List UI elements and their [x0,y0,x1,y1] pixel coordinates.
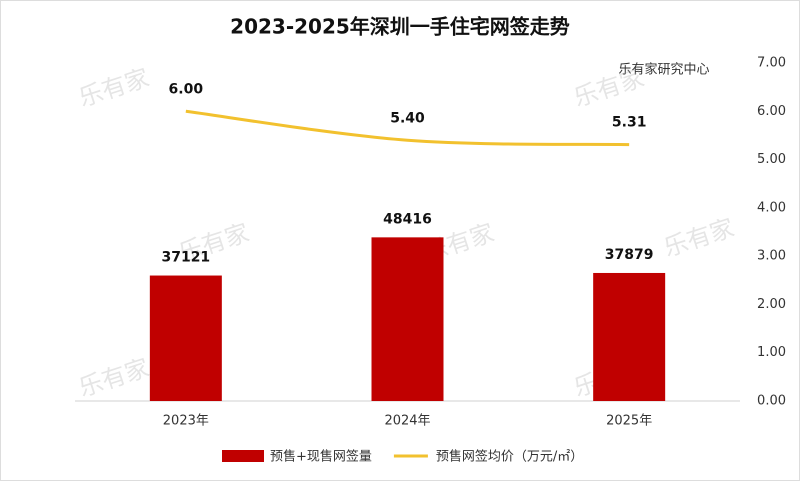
y2-tick-label: 5.00 [757,152,786,167]
source: 乐有家研究中心 [618,62,709,78]
bar-label: 48416 [383,211,432,227]
y2-tick-label: 2.00 [757,297,786,312]
bar-label: 37879 [605,247,654,263]
legend-label: 预售+现售网签量 [270,449,372,465]
line [185,109,630,147]
y2-tick-label: 6.00 [757,104,786,119]
y2-tick-label: 4.00 [757,200,786,215]
line-label: 5.40 [390,110,425,126]
bar [593,272,666,401]
x-tick-label: 2023年 [163,414,209,429]
legend-label: 预售网签均价（万元/㎡） [436,449,583,465]
x-tick-label: 2024年 [384,414,430,429]
y2-tick-label: 7.00 [757,56,786,71]
line-label: 5.31 [612,115,647,131]
bar [371,237,444,401]
y2-tick-label: 0.00 [757,394,786,409]
bar-label: 37121 [161,250,210,266]
legend-swatch [222,450,264,462]
y2-tick-label: 1.00 [757,345,786,360]
line-label: 6.00 [169,81,204,97]
x-tick-label: 2025年 [606,414,652,429]
y2-tick-label: 3.00 [757,249,786,264]
bar [149,275,222,401]
chart-title: 2023-2025年深圳一手住宅网签走势 [230,15,570,39]
